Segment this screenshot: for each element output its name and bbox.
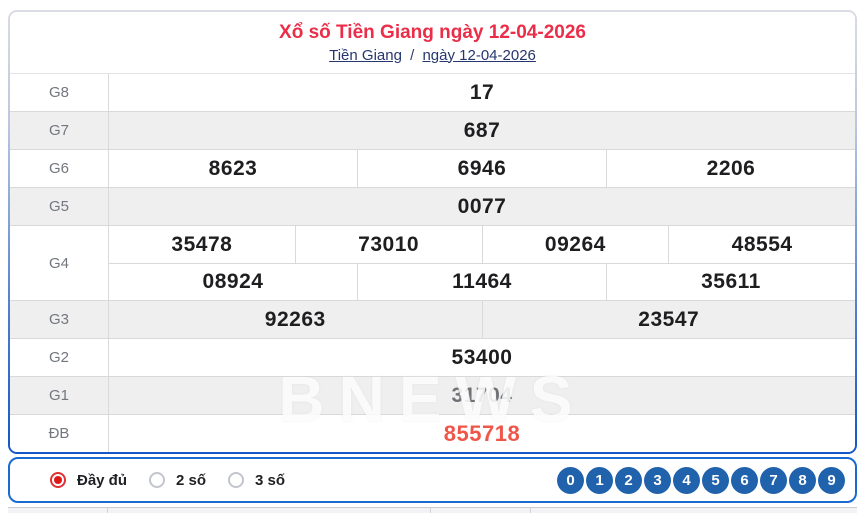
radio-option-label: 3 số: [255, 471, 286, 489]
prize-number: 92263: [264, 307, 326, 331]
prize-row: G4 35478 73010 09264 48554 08924 11464 35611: [10, 225, 855, 300]
prize-number: 687: [463, 118, 501, 142]
digit-button[interactable]: 9: [818, 466, 845, 494]
prize-values: 92263 23547: [109, 301, 855, 338]
prize-line: 8623 6946 2206: [109, 150, 855, 187]
prize-label: G5: [10, 188, 109, 225]
results-table: G8 17 G7 687 G6 8623 6946 2206 G5 0077 G4 35478 7301…: [10, 74, 855, 452]
next-table-divider: [107, 508, 108, 513]
prize-label: G2: [10, 339, 109, 376]
prize-label: G6: [10, 150, 109, 187]
radio-unselected-icon[interactable]: [149, 472, 166, 488]
prize-label: G4: [10, 226, 109, 300]
prize-line: 35478 73010 09264 48554: [109, 226, 855, 263]
digit-button[interactable]: 3: [644, 466, 671, 494]
breadcrumb: Tiền Giang / ngày 12-04-2026: [329, 47, 536, 64]
digit-button[interactable]: 0: [557, 466, 584, 494]
prize-number: 17: [469, 80, 495, 104]
prize-values: 8623 6946 2206: [109, 150, 855, 187]
prize-row: G3 92263 23547: [10, 300, 855, 338]
next-table-divider: [530, 508, 531, 513]
radio-option[interactable]: Đầy đủ: [50, 472, 127, 489]
prize-line: 0077: [109, 188, 855, 225]
province-link[interactable]: Tiền Giang: [329, 46, 402, 64]
radio-option[interactable]: 3 số: [228, 472, 285, 489]
prize-values: 0077: [109, 188, 855, 225]
prize-values: 17: [109, 74, 855, 111]
digit-button[interactable]: 8: [789, 466, 816, 494]
digit-button[interactable]: 6: [731, 466, 758, 494]
prize-line: 53400: [109, 339, 855, 376]
prize-number: 6946: [357, 150, 606, 187]
prize-number: 35478: [171, 232, 233, 256]
prize-row: G5 0077: [10, 187, 855, 225]
prize-line: 92263 23547: [109, 301, 855, 338]
page-title: Xổ số Tiền Giang ngày 12-04-2026: [279, 21, 586, 43]
prize-label: ĐB: [10, 415, 109, 452]
next-table-peek: [8, 507, 857, 513]
prize-number: 855718: [443, 420, 521, 446]
prize-number: 53400: [451, 345, 513, 369]
prize-row: ĐB 855718: [10, 414, 855, 452]
prize-line: 855718: [109, 415, 855, 452]
prize-line: 31704: [109, 377, 855, 414]
prize-line: 08924 11464 35611: [109, 263, 855, 300]
prize-number: 11464: [357, 264, 606, 300]
next-table-divider: [430, 508, 431, 513]
prize-line: 17: [109, 74, 855, 111]
prize-label: G7: [10, 112, 109, 149]
radio-selected-icon[interactable]: [50, 472, 66, 488]
results-card: Xổ số Tiền Giang ngày 12-04-2026 Tiền Gi…: [8, 10, 857, 454]
prize-row: G2 53400: [10, 338, 855, 376]
prize-number: 35611: [606, 264, 855, 300]
prize-row: G8 17: [10, 74, 855, 111]
prize-values: 31704: [109, 377, 855, 414]
prize-values: 35478 73010 09264 48554 08924 11464 35611: [109, 226, 855, 300]
prize-row: G1 31704: [10, 376, 855, 414]
prize-number: 2206: [606, 150, 855, 187]
radio-option[interactable]: 2 số: [149, 472, 206, 489]
breadcrumb-separator: /: [410, 46, 415, 64]
date-link[interactable]: ngày 12-04-2026: [422, 46, 536, 64]
prize-number: 73010: [294, 226, 482, 263]
prize-number: 31704: [451, 383, 513, 407]
prize-row: G7 687: [10, 111, 855, 149]
prize-number: 8623: [208, 156, 258, 180]
prize-label: G1: [10, 377, 109, 414]
digit-button[interactable]: 7: [760, 466, 787, 494]
prize-label: G8: [10, 74, 109, 111]
digit-button[interactable]: 5: [702, 466, 729, 494]
results-header: Xổ số Tiền Giang ngày 12-04-2026 Tiền Gi…: [10, 12, 855, 74]
prize-line: 687: [109, 112, 855, 149]
prize-number: 08924: [202, 270, 264, 293]
radio-option-group: Đầy đủ 2 số 3 số: [50, 472, 285, 489]
prize-values: 855718: [109, 415, 855, 452]
prize-number: 0077: [457, 194, 507, 218]
digit-button[interactable]: 1: [586, 466, 613, 494]
results-card-inner: Xổ số Tiền Giang ngày 12-04-2026 Tiền Gi…: [10, 12, 855, 452]
prize-number: 23547: [481, 301, 856, 338]
prize-row: G6 8623 6946 2206: [10, 149, 855, 187]
prize-number: 09264: [481, 226, 669, 263]
digit-button[interactable]: 2: [615, 466, 642, 494]
prize-label: G3: [10, 301, 109, 338]
digit-button[interactable]: 4: [673, 466, 700, 494]
radio-unselected-icon[interactable]: [228, 472, 245, 488]
prize-values: 687: [109, 112, 855, 149]
radio-option-label: Đầy đủ: [77, 471, 128, 489]
prize-number: 48554: [668, 226, 855, 263]
prize-values: 53400: [109, 339, 855, 376]
radio-option-label: 2 số: [176, 471, 207, 489]
